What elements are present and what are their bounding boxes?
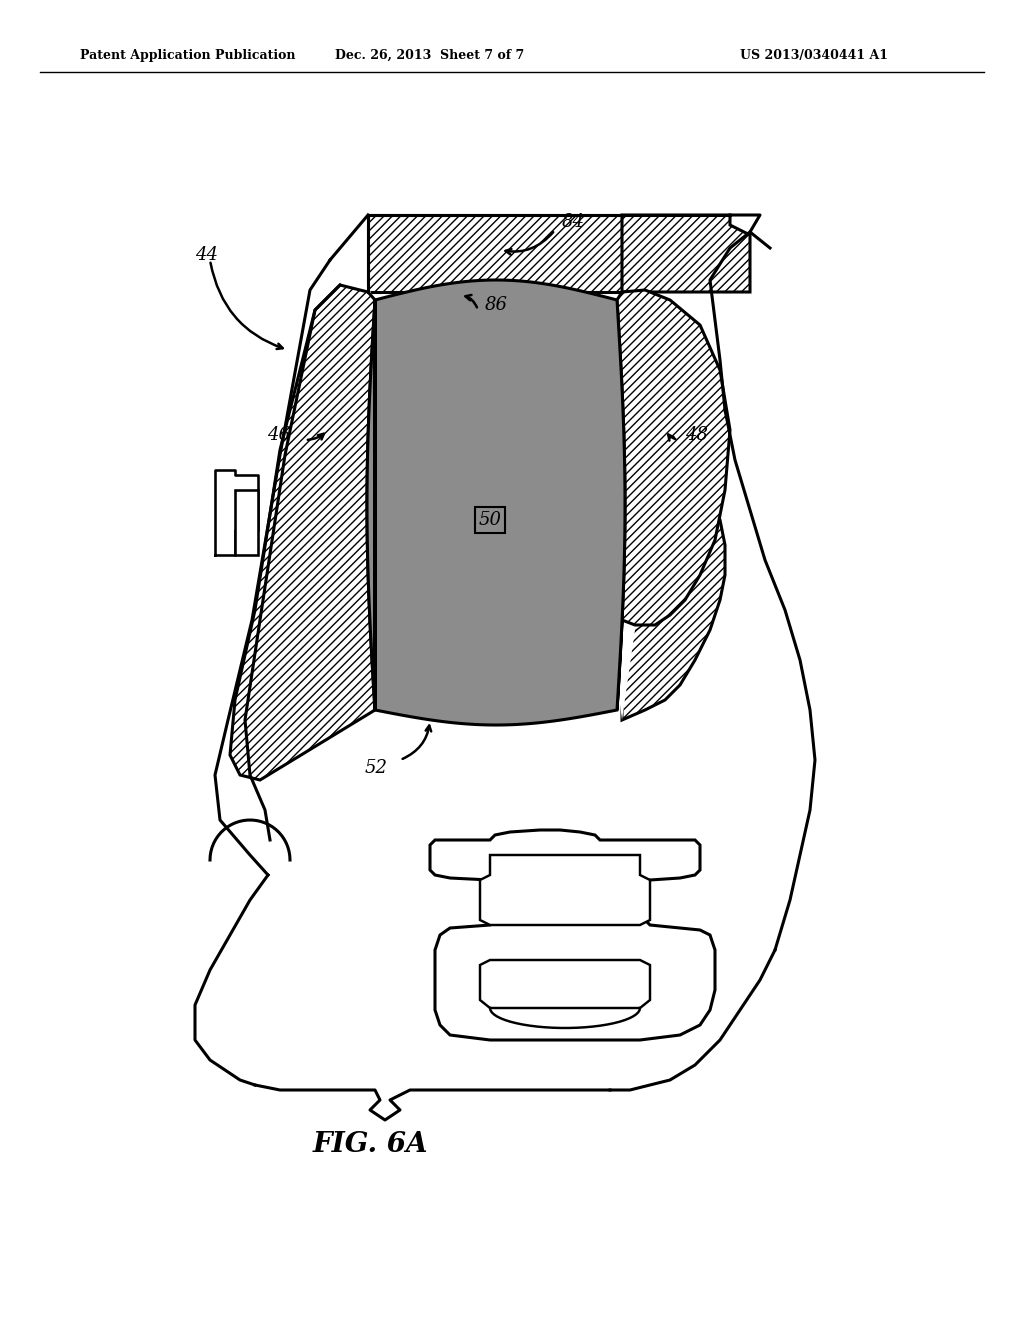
Polygon shape: [480, 855, 650, 925]
Text: 46: 46: [267, 426, 290, 444]
Polygon shape: [368, 215, 622, 292]
Text: Dec. 26, 2013  Sheet 7 of 7: Dec. 26, 2013 Sheet 7 of 7: [336, 49, 524, 62]
Polygon shape: [230, 285, 375, 780]
Polygon shape: [234, 490, 258, 554]
Polygon shape: [480, 960, 650, 1008]
Text: Patent Application Publication: Patent Application Publication: [80, 49, 296, 62]
Text: 48: 48: [685, 426, 708, 444]
Polygon shape: [617, 290, 730, 710]
Text: 86: 86: [485, 296, 508, 314]
Text: FIG. 6A: FIG. 6A: [312, 1131, 428, 1159]
Polygon shape: [620, 290, 700, 719]
Text: 52: 52: [365, 759, 388, 777]
Polygon shape: [240, 285, 375, 715]
Polygon shape: [622, 480, 725, 719]
Text: 50: 50: [478, 511, 502, 529]
Text: 84: 84: [562, 213, 585, 231]
Polygon shape: [367, 280, 625, 725]
Text: US 2013/0340441 A1: US 2013/0340441 A1: [740, 49, 888, 62]
Polygon shape: [622, 215, 750, 292]
Text: 44: 44: [195, 246, 218, 264]
Polygon shape: [430, 830, 715, 1040]
